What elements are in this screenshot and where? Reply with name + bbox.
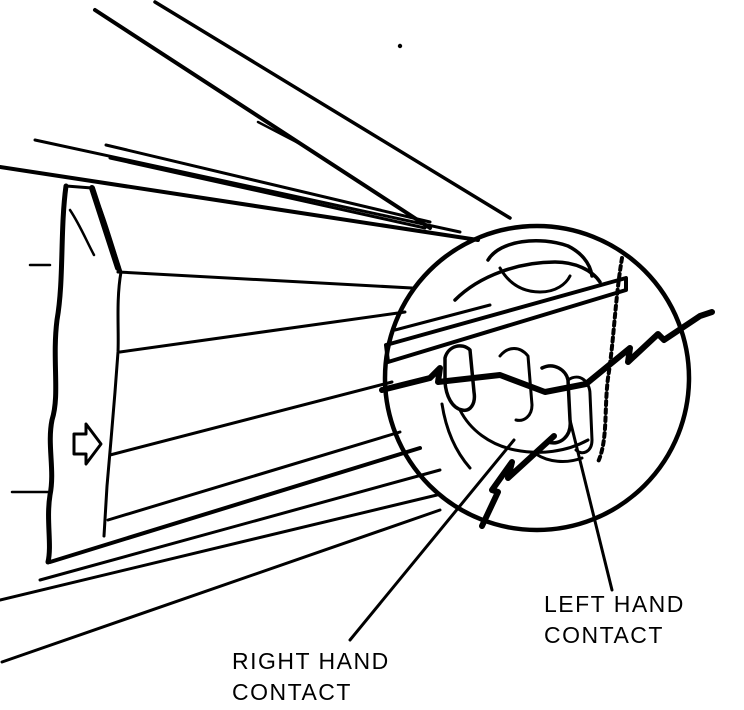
left-hand-contact-label: LEFT HAND CONTACT: [544, 589, 685, 651]
right-hand-contact-label-line1: RIGHT HAND: [232, 648, 390, 674]
roof-trim-lines: [0, 0, 512, 242]
right-hand-contact-label-line2: CONTACT: [232, 679, 352, 705]
leader-lines: [348, 418, 614, 642]
door-panel-lines: [0, 270, 442, 664]
left-hand-contact-label-line1: LEFT HAND: [544, 591, 685, 617]
left-hand-contact-label-line2: CONTACT: [544, 622, 664, 648]
magnified-detail-circle: [382, 223, 692, 533]
contact-wires: [379, 309, 715, 529]
right-hand-contact-label: RIGHT HAND CONTACT: [232, 646, 390, 708]
door-pillar: [10, 183, 123, 565]
